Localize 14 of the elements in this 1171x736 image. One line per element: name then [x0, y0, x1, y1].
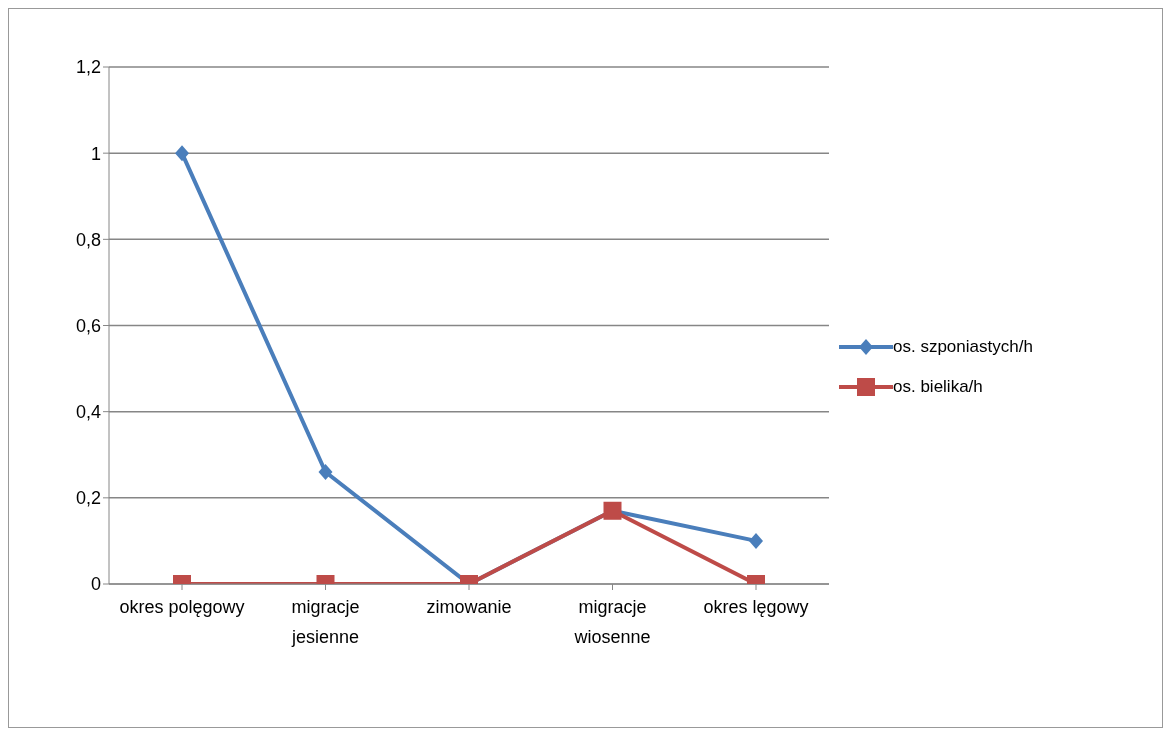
x-tick-label: okres lęgowy	[703, 596, 809, 617]
y-tick-label: 0,8	[75, 229, 101, 250]
y-tick-label: 0,4	[75, 402, 101, 423]
legend-label: os. szponiastych/h	[893, 336, 1033, 357]
x-tick-label: migracje wiosenne	[573, 596, 651, 647]
x-tick-label: migracje jesienne	[290, 596, 360, 647]
x-tick-label: zimowanie	[426, 596, 512, 617]
y-tick-label: 1	[90, 143, 101, 164]
x-tick-label: okres polęgowy	[119, 596, 245, 617]
y-tick-label: 0	[90, 574, 101, 595]
y-tick-label: 0,2	[75, 488, 101, 509]
y-tick-label: 0,6	[75, 315, 101, 336]
legend-label: os. bielika/h	[893, 376, 983, 397]
y-tick-label: 1,2	[75, 57, 101, 78]
